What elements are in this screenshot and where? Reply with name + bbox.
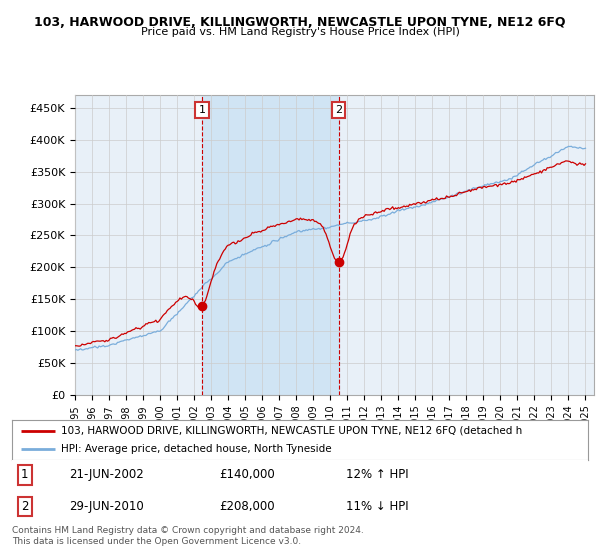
Bar — [202, 95, 338, 395]
Text: 1: 1 — [199, 105, 206, 115]
Text: 103, HARWOOD DRIVE, KILLINGWORTH, NEWCASTLE UPON TYNE, NE12 6FQ: 103, HARWOOD DRIVE, KILLINGWORTH, NEWCAS… — [34, 16, 566, 29]
Text: 21-JUN-2002: 21-JUN-2002 — [70, 468, 145, 482]
Text: Price paid vs. HM Land Registry's House Price Index (HPI): Price paid vs. HM Land Registry's House … — [140, 27, 460, 37]
Text: HPI: Average price, detached house, North Tyneside: HPI: Average price, detached house, Nort… — [61, 445, 332, 454]
Text: 29-JUN-2010: 29-JUN-2010 — [70, 500, 145, 513]
Text: 12% ↑ HPI: 12% ↑ HPI — [346, 468, 409, 482]
Text: 2: 2 — [21, 500, 28, 513]
Text: Contains HM Land Registry data © Crown copyright and database right 2024.
This d: Contains HM Land Registry data © Crown c… — [12, 526, 364, 546]
Text: 11% ↓ HPI: 11% ↓ HPI — [346, 500, 409, 513]
Text: 1: 1 — [21, 468, 28, 482]
Text: 103, HARWOOD DRIVE, KILLINGWORTH, NEWCASTLE UPON TYNE, NE12 6FQ (detached h: 103, HARWOOD DRIVE, KILLINGWORTH, NEWCAS… — [61, 426, 522, 436]
Text: £140,000: £140,000 — [220, 468, 275, 482]
Text: 2: 2 — [335, 105, 342, 115]
Text: £208,000: £208,000 — [220, 500, 275, 513]
